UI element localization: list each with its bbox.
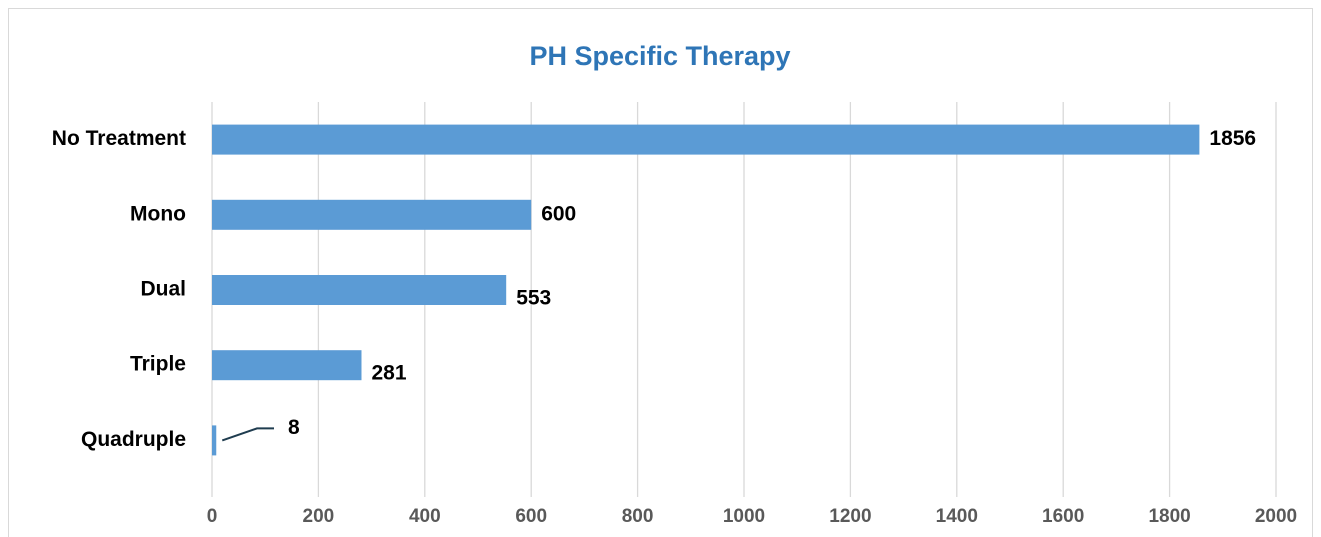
bar bbox=[212, 199, 532, 230]
data-label: 1856 bbox=[1209, 127, 1256, 150]
y-tick-label: Triple bbox=[130, 353, 186, 376]
x-tick-label: 1600 bbox=[1042, 506, 1084, 527]
x-tick-label: 200 bbox=[303, 506, 335, 527]
bar bbox=[212, 350, 362, 381]
data-label: 8 bbox=[288, 416, 300, 439]
x-tick-label: 400 bbox=[409, 506, 441, 527]
x-tick-label: 2000 bbox=[1255, 506, 1297, 527]
x-tick-label: 800 bbox=[622, 506, 654, 527]
x-tick-label: 1800 bbox=[1148, 506, 1190, 527]
chart-title: PH Specific Therapy bbox=[529, 41, 790, 71]
bar bbox=[212, 275, 507, 305]
y-tick-label: Dual bbox=[140, 278, 186, 301]
bar bbox=[212, 425, 217, 456]
data-label: 553 bbox=[516, 287, 551, 310]
x-tick-label: 1400 bbox=[936, 506, 978, 527]
bar bbox=[212, 124, 1200, 155]
leader-line bbox=[221, 427, 274, 442]
y-tick-label: Mono bbox=[130, 202, 186, 225]
x-tick-label: 600 bbox=[515, 506, 547, 527]
x-tick-label: 1000 bbox=[723, 506, 765, 527]
y-tick-label: Quadruple bbox=[81, 428, 186, 451]
chart-border bbox=[8, 8, 1313, 537]
x-tick-label: 0 bbox=[207, 506, 218, 527]
x-tick-label: 1200 bbox=[829, 506, 871, 527]
data-label: 281 bbox=[371, 362, 406, 385]
data-label: 600 bbox=[541, 202, 576, 225]
y-tick-label: No Treatment bbox=[52, 127, 186, 150]
